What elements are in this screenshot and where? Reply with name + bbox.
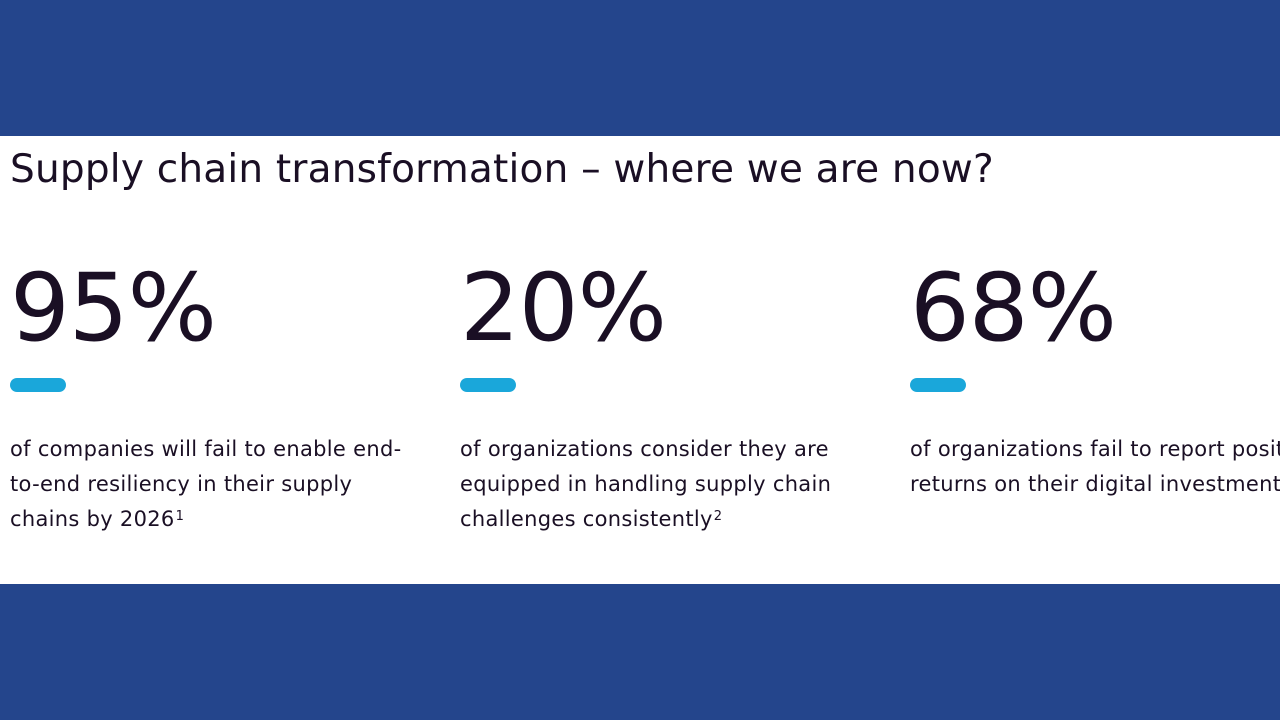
accent-bar xyxy=(910,378,966,392)
slide: Supply chain transformation – where we a… xyxy=(0,136,1280,584)
stat-value: 95% xyxy=(10,254,217,363)
footnote-marker: 1 xyxy=(175,509,185,524)
stat-description-text: of organizations consider they are equip… xyxy=(460,437,832,531)
stat-value: 20% xyxy=(460,254,667,363)
stat-card-2: 20% of organizations consider they are e… xyxy=(460,254,880,537)
stat-card-1: 95% of companies will fail to enable end… xyxy=(10,254,430,537)
stat-description-text: of organizations fail to report positive… xyxy=(910,437,1280,496)
stat-description: of companies will fail to enable end-to-… xyxy=(10,432,420,537)
stat-card-3: 68% of organizations fail to report posi… xyxy=(910,254,1280,502)
footnote-marker: 2 xyxy=(713,509,723,524)
bottom-band xyxy=(0,584,1280,720)
accent-bar xyxy=(10,378,66,392)
top-band xyxy=(0,0,1280,136)
stat-description: of organizations fail to report positive… xyxy=(910,432,1280,502)
stat-description: of organizations consider they are equip… xyxy=(460,432,870,537)
accent-bar xyxy=(460,378,516,392)
slide-title: Supply chain transformation – where we a… xyxy=(10,147,994,192)
stat-value: 68% xyxy=(910,254,1117,363)
stat-description-text: of companies will fail to enable end-to-… xyxy=(10,437,402,531)
